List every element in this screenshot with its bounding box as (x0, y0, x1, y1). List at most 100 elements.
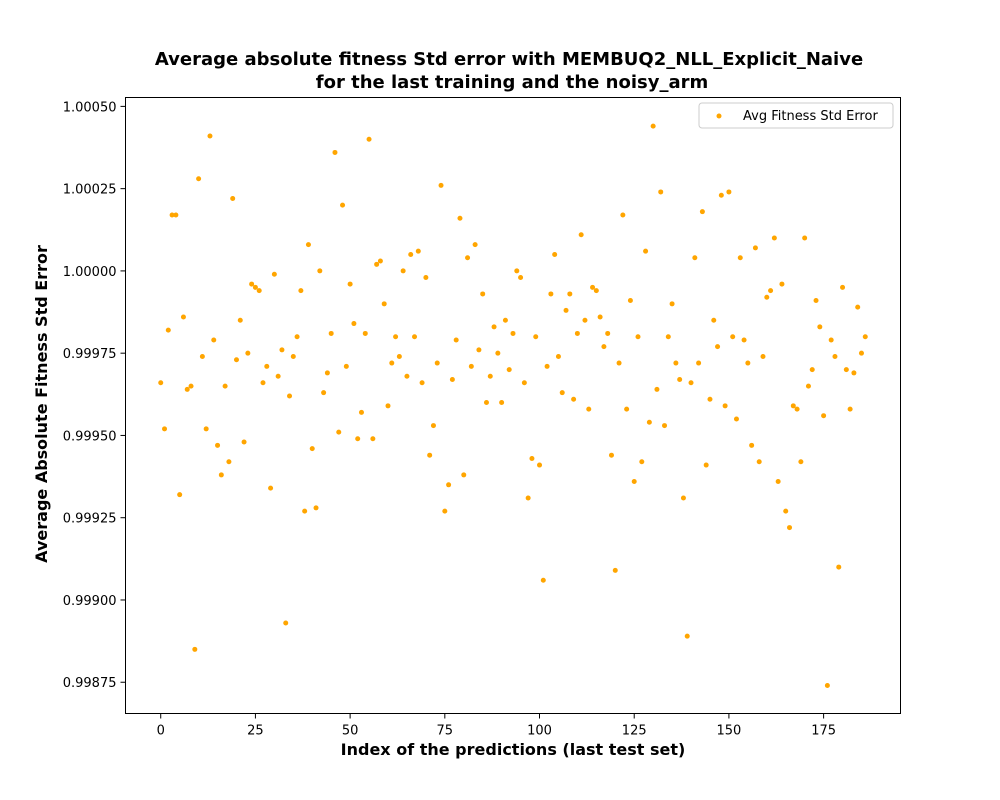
data-point (355, 436, 361, 442)
data-point (332, 149, 338, 155)
y-tick-label: 0.99925 (63, 512, 117, 527)
data-point (824, 683, 830, 689)
data-point (188, 383, 194, 389)
data-point (540, 577, 546, 583)
legend-marker (716, 113, 722, 119)
data-point (385, 403, 391, 409)
data-point (419, 380, 425, 386)
data-point (434, 360, 440, 366)
data-point (858, 350, 864, 356)
data-point (537, 462, 543, 468)
data-point (408, 251, 414, 257)
data-point (245, 350, 251, 356)
data-point (559, 390, 565, 396)
x-axis-ticks: 0 25 50 75 100 125 150 175 (157, 713, 836, 739)
data-point (502, 317, 508, 323)
data-point (673, 360, 679, 366)
data-point (688, 380, 694, 386)
data-point (237, 317, 243, 323)
data-point (862, 334, 868, 340)
data-point (506, 367, 512, 373)
data-point (817, 324, 823, 330)
data-point (199, 353, 205, 359)
data-point (518, 275, 524, 280)
data-point (752, 245, 758, 251)
data-point (415, 248, 421, 254)
data-point (381, 301, 387, 307)
data-point (491, 324, 497, 330)
data-point (794, 406, 800, 412)
data-point (162, 426, 168, 432)
data-point (177, 492, 183, 498)
data-point (442, 508, 448, 514)
x-tick-label: 100 (527, 724, 552, 739)
data-point (699, 209, 705, 215)
data-point (230, 196, 236, 202)
data-point (612, 567, 618, 573)
data-point (321, 390, 327, 396)
data-point (624, 406, 630, 412)
y-tick-label: 1.00025 (63, 183, 117, 198)
data-point (279, 347, 285, 353)
data-point (173, 212, 179, 218)
data-point (305, 242, 311, 248)
data-point (768, 288, 774, 294)
data-point (847, 406, 853, 412)
legend-box (698, 102, 894, 129)
data-point (495, 350, 501, 356)
data-point (790, 403, 796, 409)
data-point (461, 472, 467, 478)
y-tick-label: 0.99875 (63, 676, 117, 691)
data-point (510, 330, 516, 336)
data-point (662, 423, 668, 429)
data-point (294, 334, 300, 340)
data-point (631, 479, 637, 485)
data-point (552, 251, 558, 257)
data-point (571, 396, 577, 402)
data-point (268, 485, 274, 491)
data-point (222, 383, 228, 389)
data-point (404, 373, 410, 379)
data-point (567, 291, 573, 297)
data-point (203, 426, 209, 432)
data-point (828, 337, 834, 343)
data-point (370, 436, 376, 442)
data-point (396, 353, 402, 359)
data-point (438, 182, 444, 188)
data-point (358, 409, 364, 415)
data-point (646, 419, 652, 425)
data-point (169, 212, 175, 218)
data-point (533, 334, 539, 340)
data-point (787, 525, 793, 531)
data-point (215, 442, 221, 448)
data-point (608, 452, 614, 458)
data-point (703, 462, 709, 468)
data-point (813, 298, 819, 304)
x-tick-label: 75 (437, 724, 454, 739)
data-point (805, 383, 811, 389)
data-point (711, 317, 717, 323)
data-point (574, 330, 580, 336)
data-point (514, 268, 520, 274)
data-point (351, 321, 357, 327)
x-tick-label: 0 (157, 724, 165, 739)
data-point (309, 446, 315, 452)
data-point (605, 330, 611, 336)
data-point (809, 367, 815, 373)
data-point (158, 380, 164, 386)
data-point (593, 288, 599, 294)
data-point (635, 334, 641, 340)
data-point (586, 406, 592, 412)
data-point (658, 189, 664, 195)
data-point (760, 353, 766, 359)
data-point (347, 281, 353, 287)
y-axis-label: Average Absolute Fitness Std Error (32, 245, 51, 563)
data-point (233, 357, 239, 363)
data-point (480, 291, 486, 297)
data-point (302, 508, 308, 514)
data-point (446, 482, 452, 488)
x-axis-label: Index of the predictions (last test set) (341, 740, 686, 759)
data-point (843, 367, 849, 373)
data-point (393, 334, 399, 340)
chart-title-line-2: for the last training and the noisy_arm (316, 72, 708, 93)
